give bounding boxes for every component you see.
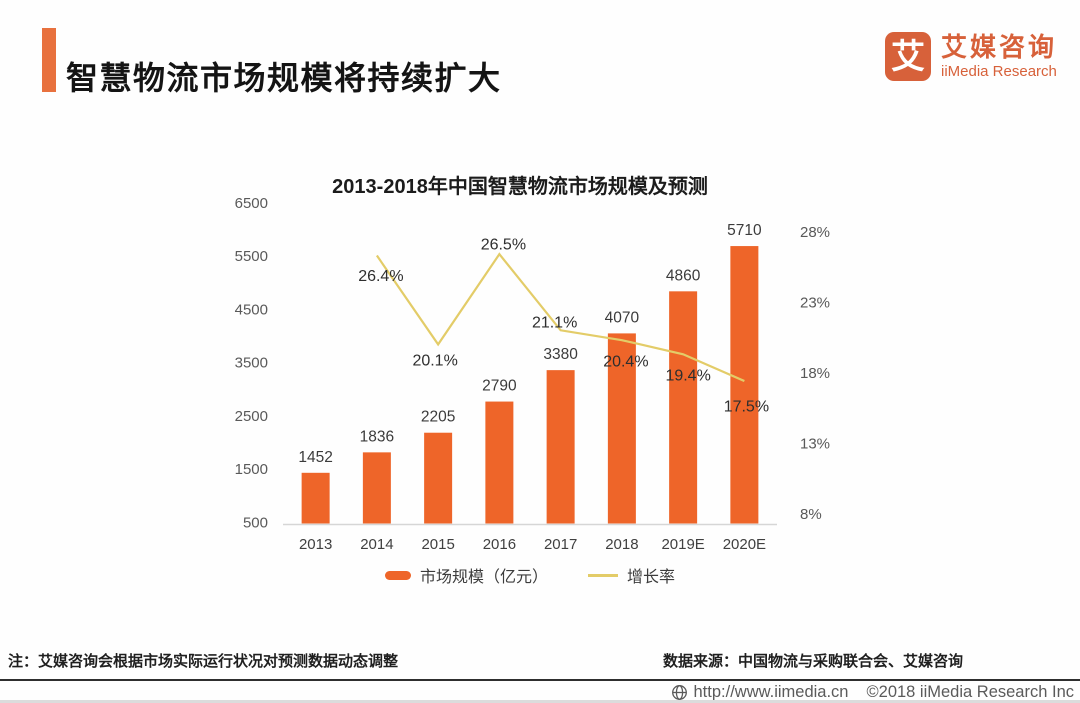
logo-name-cn: 艾媒咨询 (940, 31, 1057, 62)
iimedia-logo: 艾 艾媒咨询 iiMedia Research (884, 32, 1057, 81)
bar-series-label: 市场规模（亿元） (419, 569, 548, 586)
left-axis-tick: 500 (243, 514, 268, 531)
growth-rate-label: 20.1% (412, 353, 457, 370)
right-axis-tick: 23% (800, 294, 830, 311)
footnote-note: 注：艾媒咨询会根据市场实际运行状况对预测数据动态调整 (8, 653, 399, 670)
logo-text: 艾媒咨询 iiMedia Research (941, 33, 1057, 80)
page-title: 智慧物流市场规模将持续扩大 (66, 60, 502, 97)
x-axis-label: 2020E (723, 536, 766, 553)
bar-2018 (607, 333, 636, 524)
bar-value-label: 1836 (360, 428, 394, 445)
left-axis-tick: 3500 (235, 355, 268, 372)
footer-bar: http://www.iimedia.cn ©2018 iiMedia Rese… (671, 683, 1074, 702)
x-axis-label: 2019E (661, 536, 704, 553)
legend-item-growth-rate: 增长率 (588, 563, 675, 587)
bar-2015 (424, 432, 453, 524)
logo-name-en: iiMedia Research (940, 62, 1057, 80)
growth-rate-label: 26.4% (358, 268, 403, 285)
chart-title: 2013-2018年中国智慧物流市场规模及预测 (332, 176, 708, 198)
bar-value-label: 2205 (421, 409, 455, 426)
bar-2014 (362, 452, 391, 524)
x-axis-label: 2013 (299, 536, 332, 553)
left-axis-tick: 4500 (235, 301, 268, 318)
left-axis-tick: 6500 (235, 195, 268, 212)
right-axis-tick: 8% (800, 506, 822, 523)
left-axis-tick: 2500 (235, 408, 268, 425)
bar-2013 (301, 472, 330, 524)
x-axis-label: 2015 (421, 536, 454, 553)
footnote-source: 数据来源：中国物流与采购联合会、艾媒咨询 (663, 653, 964, 670)
bar-value-label: 3380 (543, 346, 578, 363)
right-axis-tick: 18% (800, 365, 830, 382)
title-accent-bar (42, 28, 56, 92)
bar-value-label: 4860 (666, 267, 701, 284)
chart-legend: 市场规模（亿元） 增长率 (285, 563, 775, 587)
growth-rate-label: 26.5% (481, 236, 526, 253)
growth-rate-label: 21.1% (532, 315, 577, 332)
line-series-label: 增长率 (627, 569, 676, 586)
legend-item-market-size: 市场规模（亿元） (384, 563, 548, 587)
left-axis-tick: 5500 (235, 248, 268, 265)
website-url-link[interactable]: http://www.iimedia.cn (693, 683, 849, 701)
right-axis-tick: 13% (800, 435, 830, 452)
x-axis-label: 2017 (544, 536, 577, 553)
footer-divider (0, 679, 1080, 681)
bar-value-label: 1452 (298, 449, 332, 466)
growth-rate-line (375, 252, 745, 383)
growth-rate-label: 20.4% (603, 353, 648, 370)
line-series-swatch (588, 573, 618, 577)
bar-2016 (485, 401, 514, 524)
growth-rate-label: 19.4% (665, 367, 710, 384)
x-axis-label: 2014 (360, 536, 393, 553)
bottom-strip (0, 700, 1080, 703)
x-axis-label: 2016 (483, 536, 516, 553)
bar-value-label: 5710 (727, 222, 762, 239)
bar-value-label: 2790 (482, 378, 517, 395)
copyright-text: ©2018 iiMedia Research Inc (866, 683, 1074, 701)
bar-2019E (669, 291, 698, 524)
left-axis-tick: 1500 (235, 461, 268, 478)
bar-series-swatch (384, 570, 411, 580)
bar-2020E (730, 246, 759, 524)
right-axis-tick: 28% (800, 224, 830, 241)
x-axis-label: 2018 (605, 536, 638, 553)
globe-icon (671, 684, 688, 701)
growth-rate-label: 17.5% (724, 398, 769, 415)
bar-value-label: 4070 (605, 309, 640, 326)
iimedia-logo-icon: 艾 (884, 32, 931, 81)
bar-2017 (546, 370, 575, 524)
chart-canvas: 500 1500 2500 3500 4500 5500 6500 8% 13% 18% 23% 28… (235, 195, 830, 553)
